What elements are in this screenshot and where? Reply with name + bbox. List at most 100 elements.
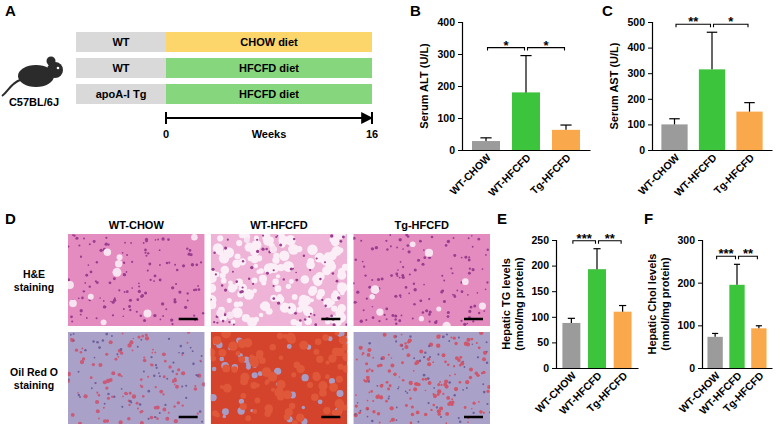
- micrograph-texture: [181, 385, 183, 387]
- error-bar-cap: [619, 305, 626, 306]
- micrograph-texture: [459, 420, 462, 423]
- micrograph-texture: [447, 363, 450, 366]
- micrograph-texture: [275, 285, 282, 292]
- micrograph-texture: [342, 264, 348, 271]
- micrograph-texture: [191, 234, 198, 241]
- micrograph-texture: [113, 299, 116, 302]
- micrograph-texture: [227, 239, 229, 241]
- error-bar-stem: [749, 103, 750, 112]
- micrograph-texture: [423, 356, 425, 358]
- micrograph-texture: [335, 332, 339, 336]
- micrograph-texture: [144, 249, 147, 252]
- micrograph-texture: [364, 274, 366, 276]
- micrograph-texture: [427, 402, 429, 404]
- micrograph-texture: [88, 294, 94, 300]
- micrograph-texture: [463, 323, 466, 326]
- micrograph-texture: [176, 269, 179, 272]
- micrograph-texture: [441, 289, 444, 292]
- micrograph-texture: [414, 362, 417, 365]
- micrograph-texture: [462, 389, 464, 391]
- micrograph-texture: [427, 362, 431, 366]
- micrograph-texture: [149, 279, 151, 281]
- bar: [562, 323, 580, 368]
- micrograph-texture: [73, 333, 75, 335]
- micrograph-texture: [429, 310, 432, 313]
- micrograph-texture: [71, 320, 73, 322]
- tick-mark: [552, 291, 556, 292]
- mouse-icon: [2, 57, 63, 97]
- micrograph-texture: [404, 342, 407, 345]
- micrograph-texture: [401, 314, 403, 316]
- micrograph-texture: [69, 300, 77, 308]
- micrograph-texture: [408, 292, 410, 294]
- tick-label: 400: [437, 16, 455, 28]
- micrograph-texture: [265, 248, 267, 250]
- micrograph-texture: [277, 333, 283, 339]
- tick-label: 200: [677, 277, 695, 289]
- micrograph-texture: [113, 277, 116, 280]
- micrograph-texture: [276, 274, 280, 278]
- micrograph-texture: [343, 365, 348, 373]
- significance-label: ***: [718, 246, 734, 261]
- error-bar: [734, 264, 740, 284]
- y-tick: 100: [531, 311, 556, 323]
- micrograph-texture: [400, 344, 403, 347]
- micrograph-texture: [216, 322, 218, 324]
- micrograph-texture: [330, 237, 336, 243]
- genotype-box: [76, 84, 166, 104]
- micrograph-texture: [379, 421, 381, 423]
- x-axis: WT-CHOWWT-HFCFDTg-HFCFD: [676, 369, 772, 417]
- micrograph-texture: [489, 411, 490, 413]
- error-bar-stem: [565, 125, 566, 130]
- micrograph-texture: [211, 298, 212, 300]
- micrograph-texture: [371, 369, 374, 372]
- micrograph-texture: [212, 410, 218, 416]
- micrograph-texture: [419, 360, 421, 362]
- x-tick: Tg-HFCFD: [711, 151, 756, 196]
- micrograph-texture: [291, 319, 298, 326]
- micrograph-texture: [358, 411, 361, 414]
- tick-label: 200: [627, 93, 645, 105]
- genotype-box: [76, 58, 166, 78]
- micrograph-texture: [338, 364, 344, 370]
- micrograph-texture: [132, 338, 134, 340]
- micrograph-texture: [384, 314, 386, 316]
- micrograph-texture: [106, 419, 110, 423]
- micrograph-texture: [385, 308, 388, 311]
- micrograph-texture: [363, 266, 365, 268]
- error-bar-cap: [756, 325, 762, 326]
- micrograph-texture: [155, 386, 157, 388]
- micrograph-texture: [428, 345, 430, 347]
- tick-mark: [648, 99, 652, 100]
- micrograph-texture: [446, 333, 448, 335]
- micrograph-texture: [228, 321, 230, 323]
- micrograph-texture: [450, 267, 452, 269]
- micrograph-texture: [126, 254, 128, 256]
- micrograph-texture: [236, 351, 241, 356]
- micrograph-texture: [85, 274, 88, 277]
- timeline-tick: [371, 112, 373, 124]
- micrograph-texture: [112, 268, 121, 277]
- micrograph-texture: [211, 394, 217, 401]
- micrograph-texture: [148, 262, 151, 265]
- micrograph-texture: [303, 255, 306, 258]
- micrograph-texture: [105, 386, 108, 389]
- scale-bar: [321, 318, 340, 321]
- micrograph-texture: [443, 279, 445, 281]
- micrograph-texture: [224, 313, 227, 316]
- micrograph-texture: [137, 336, 140, 339]
- micrograph-texture: [437, 353, 439, 355]
- micrograph-texture: [446, 396, 450, 400]
- micrograph-texture: [441, 275, 443, 277]
- micrograph-texture: [376, 308, 383, 315]
- micrograph-texture: [478, 346, 481, 349]
- micrograph-texture: [367, 353, 371, 357]
- micrograph-texture: [468, 237, 470, 239]
- error-bar-cap: [480, 137, 491, 138]
- micrograph-texture: [117, 254, 123, 260]
- micrograph-texture: [141, 410, 144, 413]
- micrograph-texture: [111, 396, 113, 398]
- micrograph-texture: [479, 410, 482, 413]
- micrograph-texture: [83, 238, 85, 240]
- bar: [588, 269, 606, 368]
